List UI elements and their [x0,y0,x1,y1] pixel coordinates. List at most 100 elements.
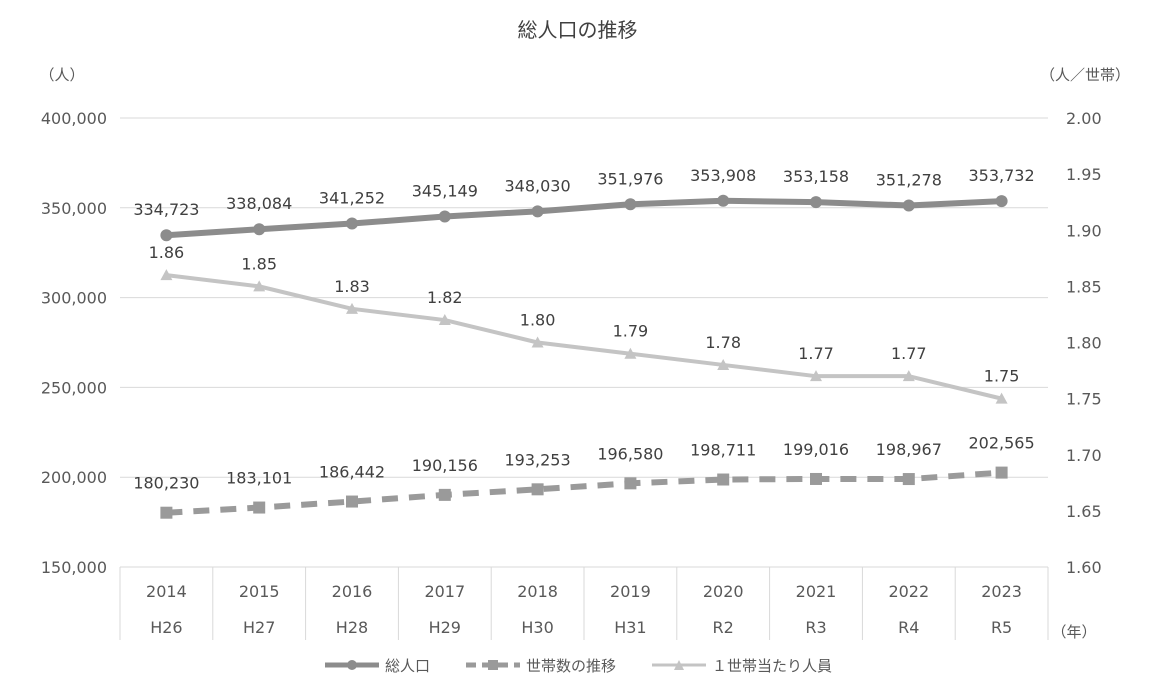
legend-swatch [465,660,520,670]
axis-layer: 150,000 200,000 250,000 300,000 350,000 400,0… [41,109,1102,637]
x-tick-label-year: 2018 [517,582,558,601]
legend-swatch [324,660,379,670]
y-right-tick-label: 1.95 [1066,165,1102,184]
y-left-tick-label: 350,000 [41,199,107,218]
data-point-marker [717,358,730,370]
legend-label: 世帯数の推移 [525,656,616,675]
data-point-marker [902,370,915,382]
data-label: 341,252 [319,189,385,208]
data-label: 183,101 [226,469,292,488]
x-tick-label-era: H30 [521,618,553,637]
y-left-tick-label: 400,000 [41,109,107,128]
data-point-marker [624,347,637,359]
x-tick-label-era: R4 [898,618,919,637]
data-point-marker [160,506,173,519]
data-label: 1.85 [241,254,277,273]
x-tick-label-year: 2022 [888,582,929,601]
data-label: 345,149 [412,182,478,201]
data-point-marker [253,501,266,514]
y-right-tick-label: 1.80 [1066,334,1102,353]
x-tick-label-year: 2015 [239,582,280,601]
series-line-1 [166,469,1002,516]
data-point-marker [531,205,544,218]
data-label: 1.78 [705,333,741,352]
y-right-tick-label: 1.65 [1066,502,1102,521]
x-tick-label-year: 2016 [332,582,373,601]
data-point-marker [253,223,266,236]
y-right-tick-label: 1.75 [1066,390,1102,409]
y-right-tick-label: 1.85 [1066,277,1102,296]
data-point-marker [160,229,173,242]
x-unit-label: （年） [1051,623,1096,641]
data-label: 353,158 [783,167,849,186]
y-right-tick-label: 1.60 [1066,558,1102,577]
data-label: 1.75 [984,367,1020,386]
x-tick-label-era: R5 [991,618,1012,637]
y-left-tick-label: 200,000 [41,468,107,487]
data-point-marker [810,196,822,209]
data-label: 198,711 [690,441,756,460]
legend: 総人口 世帯数の推移 １世帯当たり人員 [0,655,1155,675]
data-label: 1.77 [798,344,834,363]
x-tick-label-era: H28 [336,618,368,637]
chart-title: 総人口の推移 [517,18,638,42]
data-label: 351,278 [876,171,942,190]
data-point-marker [995,392,1008,404]
line-chart: 150,000 200,000 250,000 300,000 350,000 400,0… [39,66,1130,641]
y-right-tick-label: 1.90 [1066,221,1102,240]
data-label: 353,732 [969,166,1035,185]
data-point-marker [810,472,822,485]
y-left-tick-label: 300,000 [41,289,107,308]
data-point-marker [624,198,637,211]
data-label: 353,908 [690,166,756,185]
x-tick-label-era: R3 [805,618,826,637]
series-line-2 [164,273,1004,401]
x-tick-label-year: 2023 [981,582,1022,601]
data-point-marker [717,473,730,486]
x-tick-label-era: R2 [713,618,734,637]
data-point-marker [531,336,544,348]
data-label: 186,442 [319,463,385,482]
data-label: 1.77 [891,344,927,363]
data-point-marker [995,466,1008,479]
data-point-marker [902,473,915,486]
x-tick-label-year: 2021 [796,582,837,601]
data-label: 351,976 [597,169,663,188]
data-label: 1.79 [613,322,649,341]
data-label: 202,565 [969,434,1035,453]
data-point-marker [160,269,173,281]
data-point-marker [810,370,822,382]
y-right-tick-label: 2.00 [1066,109,1102,128]
data-label: 338,084 [226,194,292,213]
data-label: 1.83 [334,277,370,296]
y-left-tick-label: 250,000 [41,378,107,397]
data-label: 180,230 [133,474,199,493]
data-label: 199,016 [783,440,849,459]
x-tick-label-era: H31 [614,618,646,637]
grid-layer [119,117,1049,640]
data-label: 1.80 [520,311,556,330]
legend-item: 世帯数の推移 [464,655,616,676]
series-line-0 [163,197,1005,239]
y-left-unit-label: （人） [39,66,84,84]
data-point-marker [346,495,358,508]
x-tick-label-year: 2020 [703,582,744,601]
data-label: 190,156 [412,456,478,475]
legend-swatch [652,660,706,670]
data-label: 1.86 [149,243,185,262]
x-tick-label-year: 2017 [424,582,465,601]
data-label: 1.82 [427,288,463,307]
data-point-marker [902,199,915,212]
label-layer: 334,723 338,084 341,252 345,149 348,030 351,9… [133,166,1034,493]
data-label: 348,030 [505,176,571,195]
data-point-marker [253,280,266,292]
data-point-marker [531,483,544,496]
legend-item: 総人口 [323,655,430,676]
data-point-marker [438,210,451,223]
data-label: 334,723 [133,200,199,219]
data-point-marker [995,195,1008,208]
data-point-marker [438,314,451,326]
data-label: 196,580 [597,444,663,463]
x-tick-label-year: 2014 [146,582,187,601]
data-point-marker [346,217,358,230]
